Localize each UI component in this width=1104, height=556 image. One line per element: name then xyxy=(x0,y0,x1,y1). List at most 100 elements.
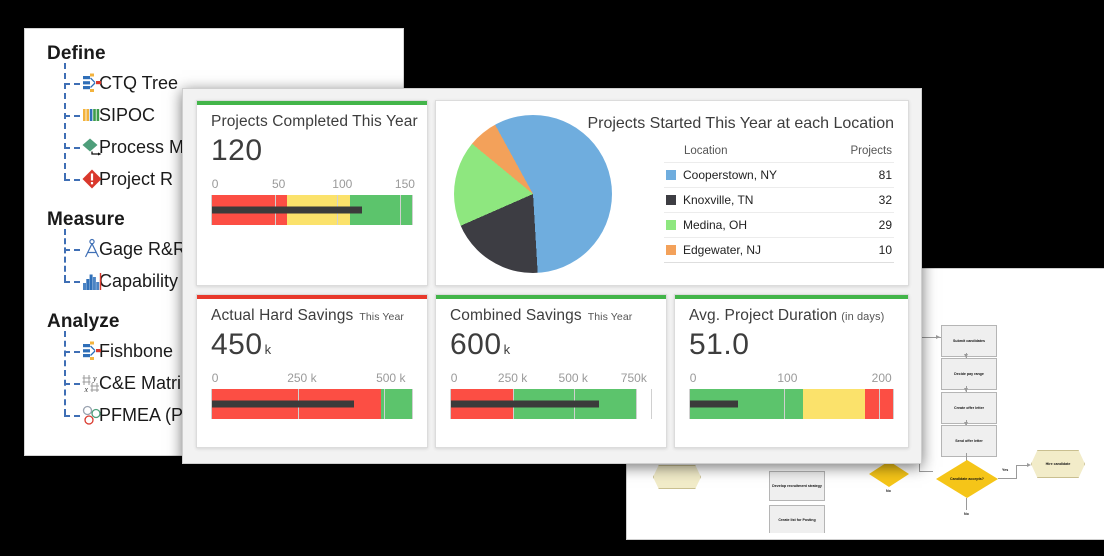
axis-tick: 0 xyxy=(211,176,219,191)
axis-tick: 250 k xyxy=(287,370,317,385)
card-title-text: Combined Savings xyxy=(450,307,582,324)
bullet-gridline xyxy=(399,194,401,225)
flowchart-node[interactable]: Send offer letter xyxy=(941,425,997,457)
roadmap-group-measure: Measure xyxy=(47,209,125,230)
roadmap-item-label: Fishbone xyxy=(99,340,174,361)
legend-swatch-icon xyxy=(666,195,676,205)
pfmea-icon xyxy=(81,404,103,426)
card-value: 450 k xyxy=(211,329,413,361)
flowchart-arrow-icon xyxy=(964,422,968,426)
combined-savings-card[interactable]: Combined Savings This Year 600 k 0 250 k 5… xyxy=(435,294,667,448)
axis-tick: 200 xyxy=(871,370,892,385)
legend-row[interactable]: Medina, OH 29 xyxy=(664,212,894,237)
axis-tick: 100 xyxy=(777,370,798,385)
flowchart-arrow-icon xyxy=(964,388,968,392)
roadmap-tree: Define CTQ Tree xyxy=(25,29,403,431)
roadmap-item-label: Gage R&R xyxy=(99,238,187,259)
card-period: This Year xyxy=(587,311,633,323)
legend-header-row: Location Projects xyxy=(664,145,894,162)
card-value-unit: k xyxy=(264,342,272,357)
projects-by-location-card[interactable]: Projects Started This Year at each Locat… xyxy=(435,100,909,286)
flowchart-edge xyxy=(1016,465,1028,466)
roadmap-item-gage-rr[interactable]: Gage R&R xyxy=(55,233,403,265)
legend-swatch-icon xyxy=(666,245,676,255)
actual-hard-savings-card[interactable]: Actual Hard Savings This Year 450 k 0 250 … xyxy=(196,294,428,448)
dashboard-window[interactable]: Projects Completed This Year 120 0 50 10… xyxy=(182,88,922,464)
flowchart-node[interactable]: Create list for Posting xyxy=(769,505,825,533)
axis-tick: 250 k xyxy=(497,370,528,385)
gage-rr-icon xyxy=(81,238,103,260)
bullet-axis: 0 250 k 500 k 750k xyxy=(450,371,652,386)
bullet-track xyxy=(450,388,652,419)
card-period: (in days) xyxy=(841,311,885,323)
bullet-gridline xyxy=(384,388,386,419)
avg-project-duration-card[interactable]: Avg. Project Duration (in days) 51.0 0 10… xyxy=(674,294,909,448)
column-header-location: Location xyxy=(684,145,728,157)
column-header-projects: Projects xyxy=(850,145,892,157)
card-value: 51.0 xyxy=(689,328,750,361)
roadmap-item-ctq-tree[interactable]: CTQ Tree xyxy=(55,67,403,99)
roadmap-item-capability[interactable]: Capability xyxy=(55,265,403,297)
flowchart-edge-label: No xyxy=(964,512,969,516)
roadmap-group-define-items: CTQ Tree SIPOC xyxy=(55,63,403,195)
flowchart-node[interactable]: Decide pay range xyxy=(941,358,997,390)
roadmap-item-label: Process M xyxy=(99,136,185,157)
card-title: Projects Completed This Year xyxy=(211,113,418,130)
bullet-axis: 0 250 k 500 k xyxy=(211,371,413,386)
card-period: This Year xyxy=(359,311,405,323)
legend-value: 10 xyxy=(878,243,892,257)
bullet-measure xyxy=(690,400,739,407)
bullet-track xyxy=(211,388,413,419)
location-pie-chart xyxy=(454,115,612,273)
card-accent-bar xyxy=(675,295,908,299)
flowchart-node[interactable]: Create offer letter xyxy=(941,392,997,424)
card-value-unit: k xyxy=(503,342,511,357)
axis-tick: 0 xyxy=(450,370,458,385)
project-risk-icon xyxy=(81,168,103,190)
flowchart-decision[interactable] xyxy=(869,461,909,487)
roadmap-group-analyze-items: Fishbone x y C&E Matri xyxy=(55,331,403,431)
card-accent-bar xyxy=(197,101,427,105)
axis-tick: 50 xyxy=(271,176,286,191)
flowchart-arrow-icon xyxy=(1027,463,1031,467)
bullet-gridline xyxy=(878,388,880,419)
legend-label: Edgewater, NJ xyxy=(683,243,762,257)
legend-row[interactable]: Knoxville, TN 32 xyxy=(664,187,894,212)
flowchart-edge xyxy=(966,453,967,461)
pie-chart-title: Projects Started This Year at each Locat… xyxy=(587,115,894,132)
flowchart-node[interactable]: Submit candidates xyxy=(941,325,997,357)
card-accent-bar xyxy=(197,295,427,299)
flowchart-node[interactable]: Develop recruitment strategy xyxy=(769,471,825,501)
roadmap-group-define: Define xyxy=(47,43,106,64)
sipoc-icon xyxy=(81,104,103,126)
bullet-gridline xyxy=(784,388,786,419)
flowchart-decision[interactable]: Candidate accepts? xyxy=(936,460,998,498)
legend-value: 81 xyxy=(878,168,892,182)
roadmap-item-process-map[interactable]: Process M xyxy=(55,131,403,163)
roadmap-item-ce-matrix[interactable]: x y C&E Matri xyxy=(55,367,403,399)
flowchart-edge xyxy=(966,353,967,360)
roadmap-group-measure-items: Gage R&R Capability xyxy=(55,229,403,297)
card-value: 600 k xyxy=(450,329,652,361)
projects-completed-card[interactable]: Projects Completed This Year 120 0 50 10… xyxy=(196,100,428,286)
roadmap-item-sipoc[interactable]: SIPOC xyxy=(55,99,403,131)
legend-row[interactable]: Edgewater, NJ 10 xyxy=(664,237,894,262)
roadmap-item-fishbone[interactable]: Fishbone xyxy=(55,335,403,367)
legend-row[interactable]: Cooperstown, NY 81 xyxy=(664,162,894,187)
bullet-measure xyxy=(212,206,362,213)
axis-tick: 0 xyxy=(211,370,219,385)
roadmap-group-analyze: Analyze xyxy=(47,311,120,332)
bullet-track xyxy=(211,194,413,225)
roadmap-item-project-risk[interactable]: Project R xyxy=(55,163,403,195)
card-title-text: Actual Hard Savings xyxy=(211,307,354,324)
flowchart-edge-label: Yes xyxy=(1002,468,1009,472)
flowchart-terminator[interactable]: Hire candidate xyxy=(1031,450,1085,478)
flowchart-terminator[interactable] xyxy=(653,465,701,489)
flowchart-edge xyxy=(998,478,1016,479)
roadmap-item-pfmea[interactable]: PFMEA (P xyxy=(55,399,403,431)
card-value: 120 xyxy=(211,134,263,167)
bullet-band xyxy=(381,388,412,419)
axis-tick: 150 xyxy=(394,176,415,191)
roadmap-item-label: Project R xyxy=(99,168,174,189)
